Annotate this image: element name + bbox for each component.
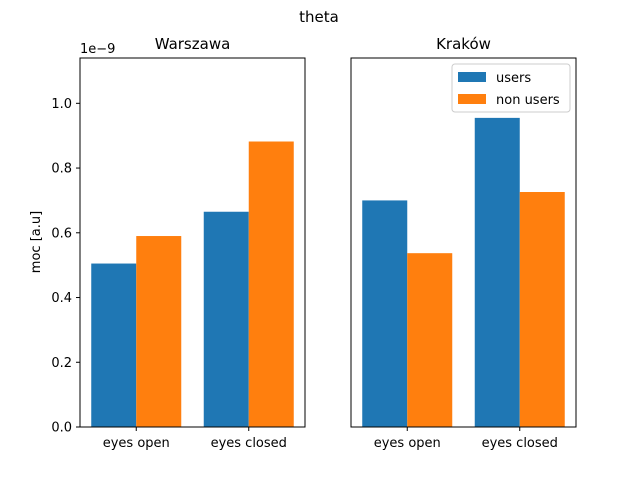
bar-non-users-eyes-open xyxy=(136,236,182,427)
bar-users-eyes-open xyxy=(91,263,137,427)
y-tick-label: 0.0 xyxy=(51,421,72,436)
bar-users-eyes-open xyxy=(362,200,408,427)
y-tick-label: 0.2 xyxy=(51,356,72,371)
bar-non-users-eyes-closed xyxy=(248,141,294,427)
x-tick-label: eyes open xyxy=(374,436,441,451)
legend-label-non-users: non users xyxy=(496,93,560,108)
legend-swatch-users xyxy=(458,72,486,82)
axes-frame xyxy=(79,57,306,428)
subplots: Warszawa eyes open eyes closed 0.0 0.2 0.4 0.6… xyxy=(51,35,577,451)
subplot-title: Warszawa xyxy=(155,35,231,53)
y-tick-label: 0.4 xyxy=(51,291,72,306)
x-tick-label: eyes open xyxy=(103,436,170,451)
y-tick-label: 0.8 xyxy=(51,162,72,177)
subplot-2: Kraków eyes open eyes closed users non users xyxy=(350,35,577,451)
axes-frame xyxy=(350,57,577,428)
legend: users non users xyxy=(451,63,571,113)
subplot-1: Warszawa eyes open eyes closed 0.0 0.2 0.4 0.6… xyxy=(51,35,306,451)
legend-swatch-non-users xyxy=(458,94,486,104)
y-tick-label: 0.6 xyxy=(51,226,72,241)
x-tick-label: eyes closed xyxy=(482,436,558,451)
legend-label-users: users xyxy=(496,71,531,86)
bar-non-users-eyes-open xyxy=(407,253,453,427)
y-axis-offset-text: 1e−9 xyxy=(80,42,115,57)
bar-users-eyes-closed xyxy=(474,117,520,427)
subplot-title: Kraków xyxy=(436,35,491,53)
y-axis-label: moc [a.u] xyxy=(29,211,44,273)
x-tick-label: eyes closed xyxy=(211,436,287,451)
y-tick-label: 1.0 xyxy=(51,97,72,112)
bar-non-users-eyes-closed xyxy=(519,192,565,427)
bar-users-eyes-closed xyxy=(203,211,249,427)
figure-suptitle: theta xyxy=(299,8,339,26)
